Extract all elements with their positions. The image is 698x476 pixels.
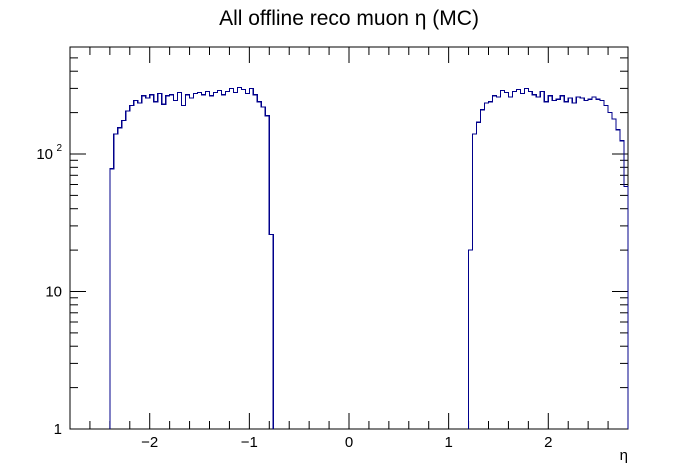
histogram-step-line	[467, 87, 629, 429]
x-tick-label: −1	[241, 434, 258, 451]
y-tick-label: 1	[54, 421, 62, 438]
y-tick-label: 10	[45, 283, 62, 300]
x-tick-label: 1	[444, 434, 452, 451]
histogram-series	[109, 86, 629, 429]
x-tick-label: −2	[141, 434, 158, 451]
axis-minor-ticks	[69, 46, 629, 429]
histogram-step-line	[109, 86, 274, 429]
x-axis-ticks: −2 −1 0 1 2	[141, 47, 552, 451]
y-tick-label-exponent: 2	[56, 143, 62, 154]
x-axis-label: η	[620, 447, 628, 464]
y-tick-label: 10	[36, 146, 53, 163]
x-tick-label: 2	[544, 434, 552, 451]
x-tick-label: 0	[345, 434, 353, 451]
plot-frame	[69, 46, 629, 430]
chart-title: All offline reco muon η (MC)	[219, 7, 479, 30]
